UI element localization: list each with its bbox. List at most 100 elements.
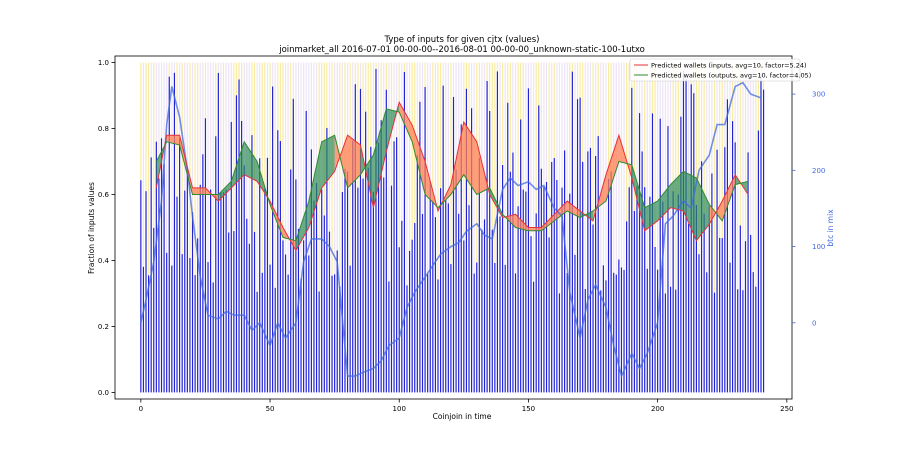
background-bar-top: [556, 62, 558, 181]
background-bar: [176, 196, 178, 393]
background-bar: [194, 275, 196, 393]
background-bar: [628, 187, 630, 393]
background-bar: [607, 178, 610, 393]
series-fill-segment: [567, 201, 581, 218]
background-bar: [460, 124, 462, 393]
background-bar: [385, 89, 387, 393]
background-bar-top: [375, 62, 377, 69]
background-bar: [734, 142, 736, 393]
background-bar: [742, 290, 744, 393]
background-bar-top: [667, 62, 669, 127]
background-bar: [651, 113, 654, 393]
background-bar-top: [633, 62, 635, 211]
background-bar: [465, 88, 468, 393]
background-bar-top: [434, 62, 437, 218]
background-bar: [654, 246, 656, 393]
background-bar-top: [654, 62, 656, 247]
background-bar: [669, 286, 672, 393]
x-tick-label: 250: [780, 405, 793, 413]
background-bar: [548, 237, 550, 393]
background-bar-top: [310, 62, 312, 150]
background-bar-top: [540, 62, 542, 169]
background-bar: [204, 118, 207, 393]
background-bar: [406, 285, 408, 393]
background-bar-top: [264, 62, 266, 189]
background-bar: [339, 286, 341, 393]
background-bar-top: [194, 62, 196, 276]
background-bar-top: [429, 62, 431, 182]
background-bar: [352, 140, 354, 393]
plot-area-frame: [114, 55, 793, 400]
background-bar: [507, 102, 509, 393]
background-bar: [558, 293, 561, 393]
background-bar-top: [142, 62, 145, 267]
background-bar: [509, 171, 511, 393]
background-bar-top: [483, 62, 486, 220]
y-axis-left: 0.0 0.2 0.4 0.6 0.8 1.0: [98, 59, 115, 397]
background-bar-top: [357, 62, 359, 188]
background-bar: [574, 254, 576, 393]
background-bar: [615, 274, 617, 393]
background-bar-top: [401, 62, 403, 221]
background-bar-top: [230, 62, 232, 122]
series-fill-segment: [631, 164, 645, 231]
background-bar-top: [189, 62, 191, 259]
background-bar: [390, 185, 393, 393]
background-bar: [703, 213, 705, 393]
background-bar-top: [181, 62, 183, 255]
background-bar-top: [403, 62, 406, 72]
series-fill-segment: [347, 135, 361, 188]
background-bar-top: [300, 62, 302, 279]
background-bar: [729, 262, 731, 393]
background-bar-top: [354, 62, 356, 85]
background-bar-top: [737, 62, 739, 290]
background-bar-top: [282, 62, 284, 241]
x-axis: 0 50 100 150 200 250: [139, 399, 794, 413]
background-bar-top: [527, 62, 530, 89]
background-bar-top: [145, 62, 147, 192]
background-bar-top: [600, 62, 602, 291]
background-bar: [416, 155, 418, 393]
background-bar-top: [455, 62, 457, 170]
background-bar-top: [662, 62, 664, 202]
background-bar: [414, 222, 416, 393]
background-bar-top: [178, 62, 181, 139]
background-bar-top: [427, 62, 429, 274]
background-bar: [571, 71, 573, 393]
background-bar-top: [416, 62, 418, 156]
background-bar-top: [215, 62, 217, 137]
background-bar-top: [558, 62, 561, 294]
background-bar: [354, 84, 356, 393]
y2-tick-label: 300: [812, 91, 825, 99]
background-bar: [408, 251, 411, 393]
background-bar-top: [525, 62, 527, 192]
background-bar: [383, 177, 385, 393]
background-bar: [463, 240, 465, 393]
background-bar-top: [171, 62, 173, 266]
background-bar: [685, 78, 687, 393]
background-bar-top: [388, 62, 390, 282]
background-bar: [739, 225, 741, 393]
background-bar-top: [538, 62, 540, 106]
y-axis-right: 0 100 200 300: [792, 91, 825, 327]
background-bar-top: [452, 62, 455, 97]
background-bar-top: [186, 62, 188, 168]
background-bar-top: [228, 62, 230, 233]
series-lines: [140, 81, 762, 379]
background-bar-top: [706, 62, 708, 273]
background-bar: [618, 259, 620, 393]
background-bar-top: [589, 62, 592, 148]
series-fill-segment: [463, 121, 477, 195]
background-bar: [494, 263, 496, 393]
background-bar-top: [295, 62, 297, 180]
background-bar-top: [499, 62, 501, 217]
background-bars: [140, 62, 765, 393]
background-bar: [724, 147, 726, 393]
background-bar-top: [277, 62, 279, 131]
x-axis-label: Coinjoin in time: [433, 412, 492, 421]
background-bar-top: [602, 62, 604, 266]
legend: Predicted wallets (inputs, avg=10, facto…: [629, 58, 811, 82]
background-bar: [181, 254, 183, 393]
background-bar-top: [284, 62, 287, 255]
background-bar: [504, 264, 506, 393]
